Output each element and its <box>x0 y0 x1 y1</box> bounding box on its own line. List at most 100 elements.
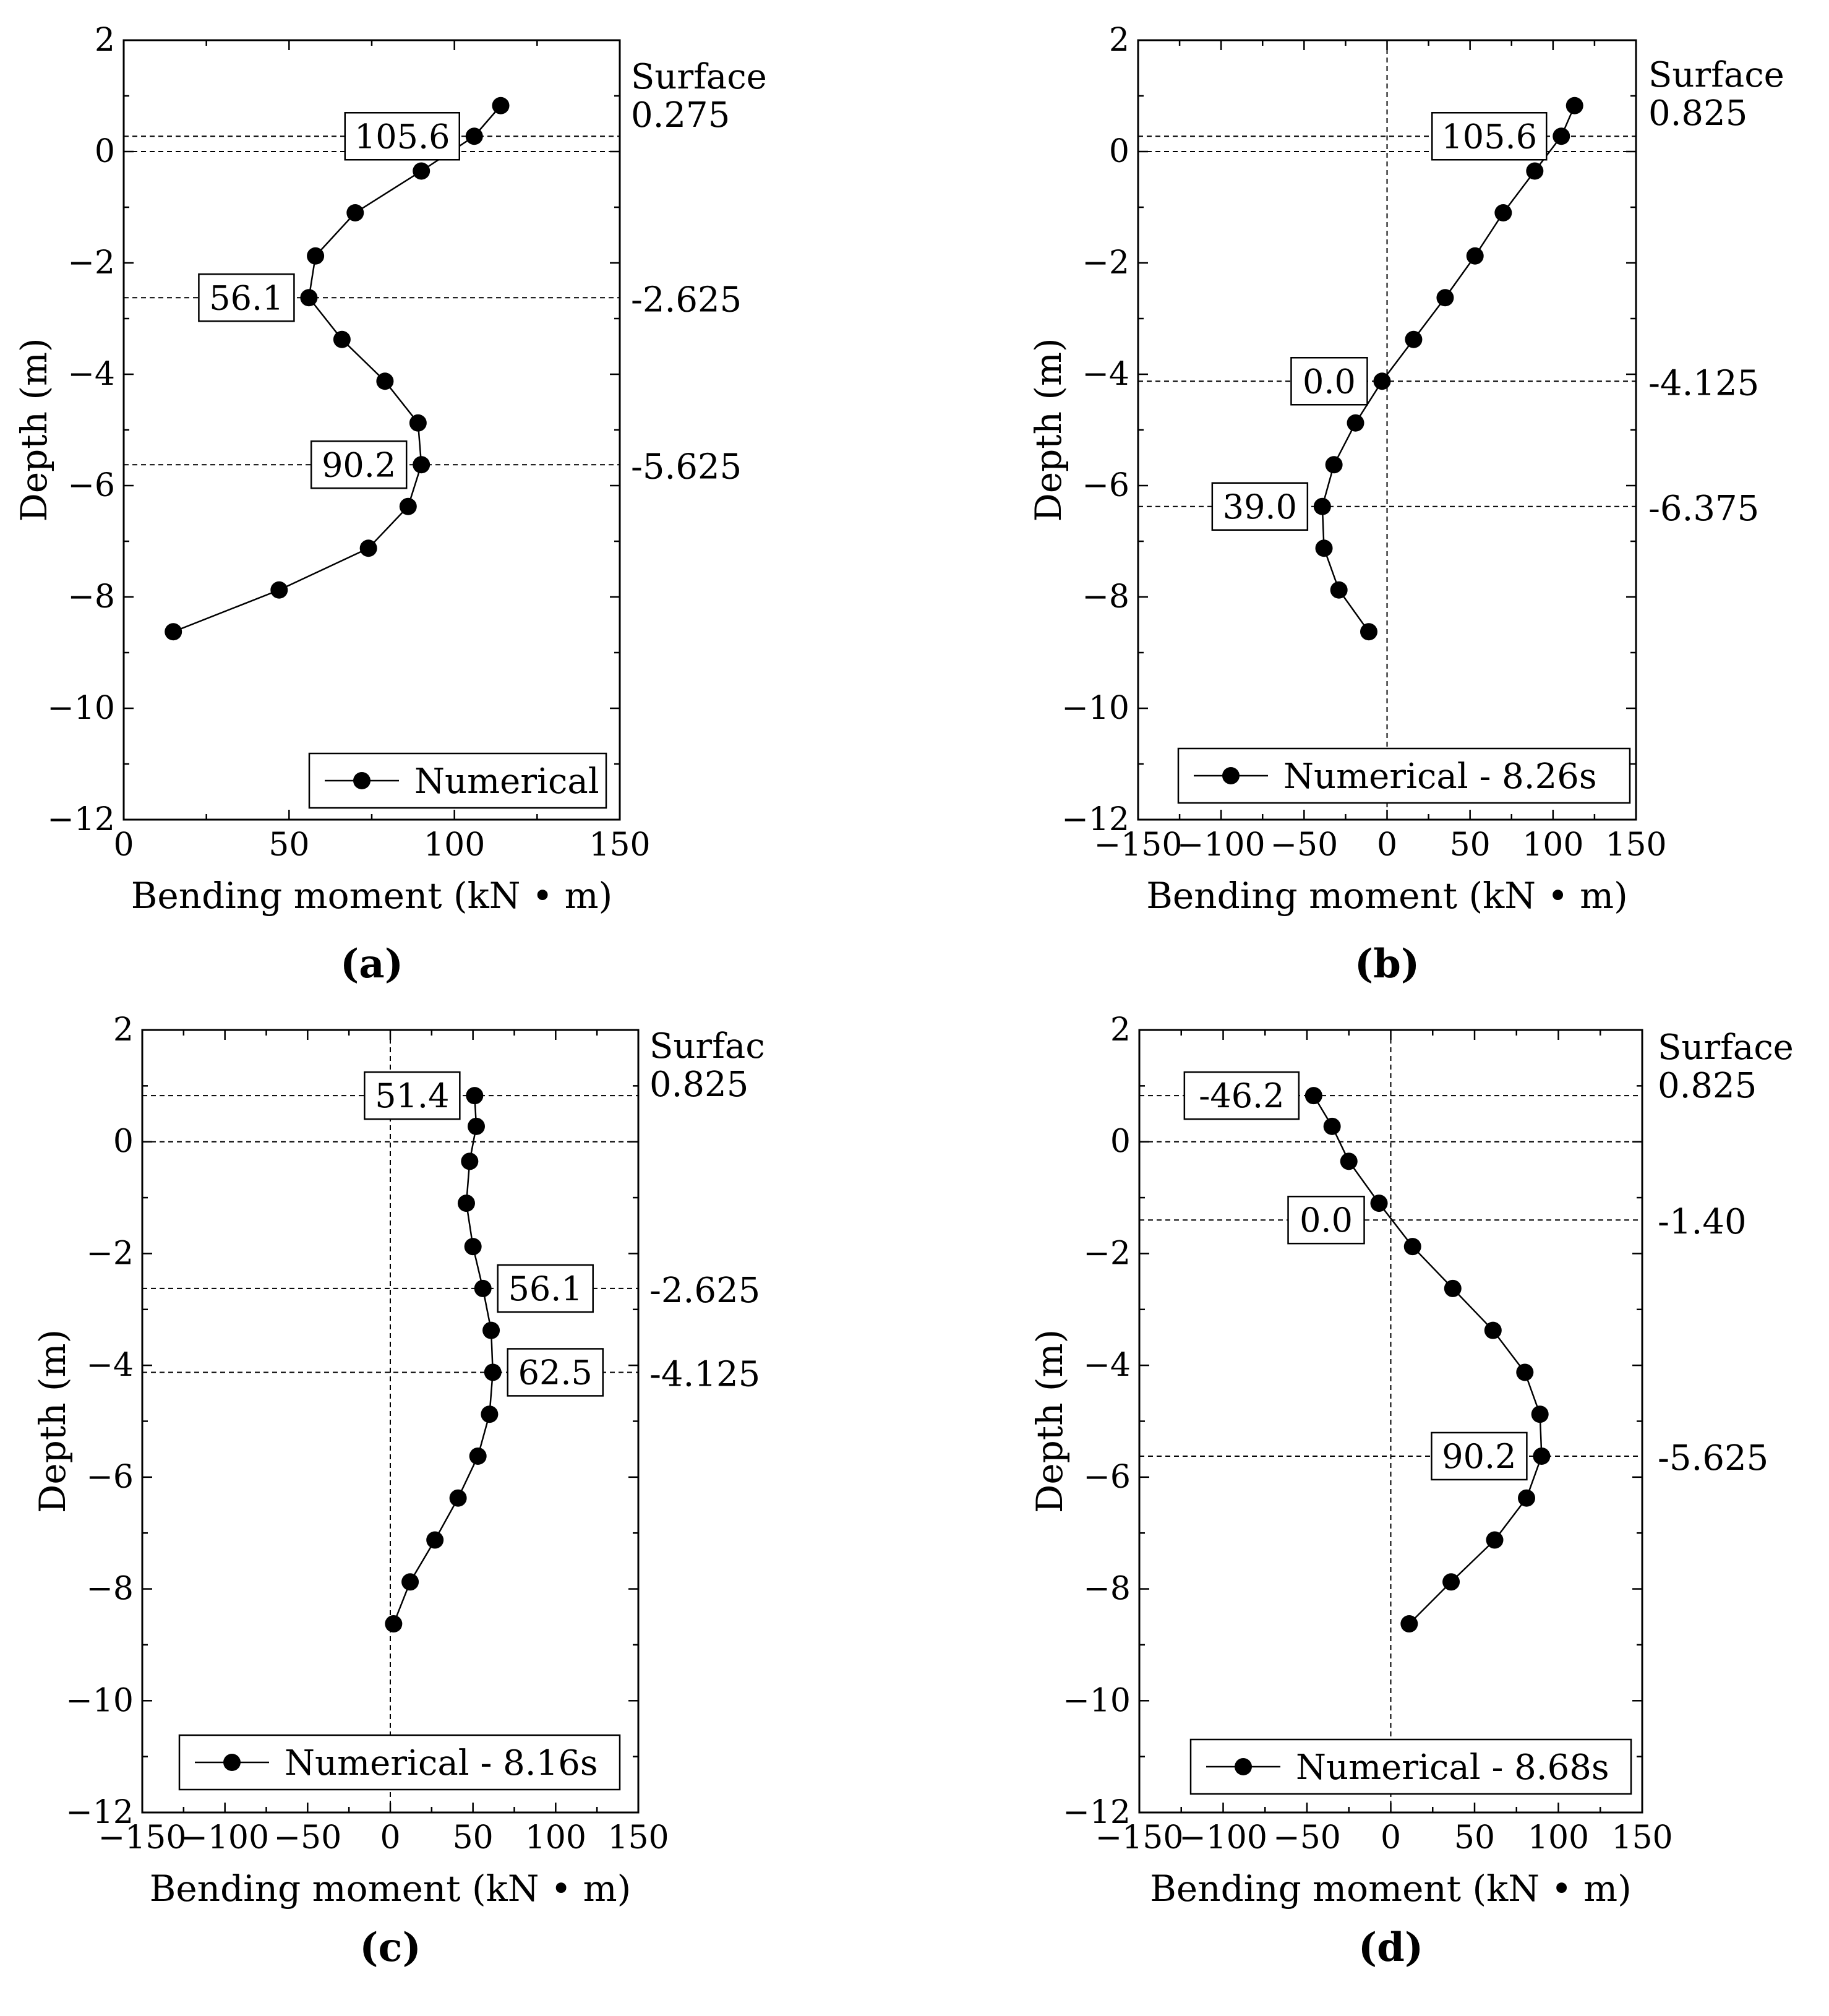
data-point <box>1553 127 1570 145</box>
data-point <box>457 1195 475 1212</box>
y-tick-label: −6 <box>86 1459 134 1496</box>
x-tick-label: 150 <box>607 1819 669 1856</box>
data-point <box>474 1279 492 1297</box>
data-point <box>1347 414 1364 432</box>
legend-label: Numerical <box>414 761 599 802</box>
depth-reference-label: -5.625 <box>631 447 742 487</box>
annotation-label: -46.2 <box>1199 1076 1284 1115</box>
data-point <box>469 1447 487 1465</box>
depth-reference-label: -1.40 <box>1658 1202 1747 1242</box>
y-tick-label: −8 <box>67 578 115 616</box>
data-point <box>1444 1279 1462 1297</box>
legend-marker <box>1235 1758 1252 1775</box>
x-tick-label: −150 <box>1094 826 1183 864</box>
x-tick-label: −100 <box>1177 826 1266 864</box>
data-point <box>409 414 427 432</box>
y-tick-label: −6 <box>1083 1459 1131 1496</box>
x-tick-label: 150 <box>1605 826 1666 864</box>
data-point <box>466 1087 484 1105</box>
data-point <box>307 247 325 265</box>
data-point <box>346 204 364 221</box>
x-tick-label: 0 <box>1377 826 1397 864</box>
y-tick-label: −10 <box>66 1682 134 1719</box>
data-point <box>1566 97 1583 114</box>
data-point <box>1405 330 1423 348</box>
annotation-box <box>1431 1431 1528 1481</box>
data-point <box>1323 1117 1341 1135</box>
data-point <box>1531 1405 1549 1423</box>
annotation-box <box>364 1071 461 1120</box>
annotation-label: 105.6 <box>354 117 450 156</box>
data-point <box>484 1363 502 1381</box>
panel-label: (c) <box>359 1924 421 1971</box>
data-point <box>1370 1195 1388 1212</box>
data-point <box>1484 1321 1502 1339</box>
annotation-label: 56.1 <box>209 278 283 317</box>
data-point <box>426 1531 444 1549</box>
x-tick-label: 0 <box>380 1819 400 1856</box>
y-tick-label: 2 <box>1110 1011 1131 1049</box>
series-line <box>173 105 502 633</box>
y-tick-label: −2 <box>1083 1235 1131 1272</box>
data-point <box>1518 1489 1536 1507</box>
legend-marker <box>223 1754 241 1771</box>
x-tick-label: 100 <box>1522 826 1583 864</box>
annotation-box <box>497 1264 594 1313</box>
y-tick-label: −12 <box>66 1794 134 1831</box>
y-tick-label: −12 <box>1061 801 1129 838</box>
data-point <box>481 1405 499 1423</box>
x-tick-label: 100 <box>424 826 485 864</box>
annotation-label: 105.6 <box>1441 117 1537 156</box>
x-tick-label: −50 <box>1273 1819 1341 1856</box>
x-tick-label: −150 <box>98 1819 187 1856</box>
data-point <box>1526 162 1544 180</box>
data-point <box>1533 1447 1551 1465</box>
y-tick-label: 0 <box>1109 133 1129 170</box>
depth-reference-label: -4.125 <box>649 1354 760 1394</box>
data-point <box>461 1152 479 1170</box>
x-tick-label: −100 <box>1179 1819 1267 1856</box>
panel-label: (b) <box>1355 941 1420 987</box>
y-tick-label: 0 <box>1110 1123 1131 1160</box>
data-point <box>464 1238 482 1256</box>
y-tick-label: 2 <box>1109 22 1129 59</box>
y-tick-label: −6 <box>1082 467 1129 504</box>
y-tick-label: −4 <box>1082 356 1129 393</box>
annotation-box <box>507 1348 604 1397</box>
data-point <box>413 456 430 474</box>
surface-label: Surfac <box>649 1026 765 1066</box>
annotation-box <box>198 273 295 322</box>
chart-panel-2: 2 0 −2 −4 −6 −8 −10 −12−150−100 −50 0 50 100 150 Bend… <box>1027 22 1784 987</box>
data-point <box>165 623 182 641</box>
surface-label: Surface <box>1658 1027 1794 1068</box>
x-tick-label: −100 <box>181 1819 269 1856</box>
legend-label: Numerical - 8.68s <box>1296 1748 1609 1788</box>
x-tick-label: 0 <box>1381 1819 1401 1856</box>
data-point <box>1360 623 1377 641</box>
x-tick-label: −50 <box>273 1819 341 1856</box>
data-point <box>376 372 394 390</box>
y-tick-label: 0 <box>95 133 115 170</box>
data-point <box>1436 289 1454 307</box>
legend-label: Numerical - 8.16s <box>285 1743 598 1783</box>
data-point <box>1486 1531 1504 1549</box>
legend-marker <box>353 772 371 789</box>
x-axis-title: Bending moment (kN • m) <box>1150 1868 1631 1910</box>
depth-reference-label: -2.625 <box>649 1271 760 1311</box>
y-tick-label: −12 <box>1063 1794 1131 1831</box>
y-tick-label: −4 <box>67 356 115 393</box>
x-axis-title: Bending moment (kN • m) <box>131 875 612 917</box>
y-tick-label: −2 <box>86 1235 134 1272</box>
y-tick-label: −10 <box>1063 1682 1131 1719</box>
depth-reference-label: -6.375 <box>1648 489 1759 529</box>
depth-reference-label: -2.625 <box>631 280 742 320</box>
data-point <box>465 127 483 145</box>
depth-reference-label: 0.825 <box>1658 1066 1757 1106</box>
y-tick-label: 2 <box>95 22 115 59</box>
y-axis-title: Depth (m) <box>32 1329 74 1513</box>
depth-reference-label: 0.825 <box>1648 93 1747 134</box>
y-tick-label: −4 <box>1083 1347 1131 1384</box>
annotation-box <box>1290 357 1368 406</box>
y-tick-label: −8 <box>1082 578 1129 616</box>
depth-reference-label: 0.825 <box>649 1065 748 1105</box>
